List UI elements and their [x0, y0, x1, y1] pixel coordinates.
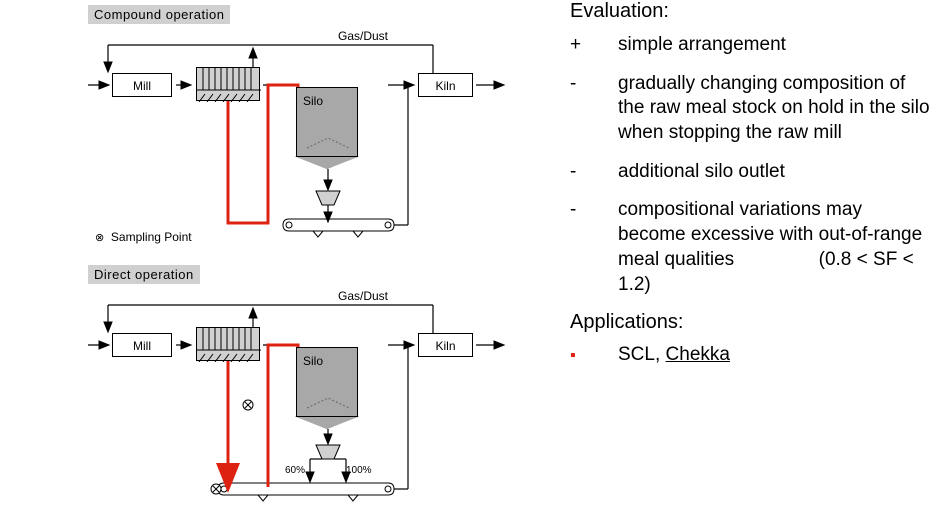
application-item: ▪ SCL, Chekka	[570, 344, 930, 366]
applications-heading: Applications:	[570, 311, 930, 334]
mill-box-2: Mill	[112, 333, 172, 357]
mill-label-1: Mill	[133, 79, 151, 93]
diagrams-panel: Compound operation	[0, 0, 540, 509]
mill-label-2: Mill	[133, 339, 151, 353]
diagram-direct: Direct operation	[88, 265, 518, 510]
kiln-label-2: Kiln	[435, 339, 455, 353]
sample-icon: ⊗	[95, 232, 104, 244]
eval-sign-0: +	[570, 33, 600, 58]
sampling-legend: ⊗ Sampling Point	[95, 230, 192, 244]
application-text: SCL, Chekka	[618, 344, 730, 366]
evaluation-heading: Evaluation:	[570, 0, 930, 23]
eval-sign-3: -	[570, 198, 600, 223]
eval-sign-2: -	[570, 160, 600, 185]
bullet-icon: ▪	[570, 347, 618, 365]
silo-2: Silo	[296, 347, 358, 429]
heat-exchanger-2	[196, 327, 260, 361]
pct-100: 100%	[346, 465, 372, 476]
eval-text-0: simple arrangement	[618, 33, 930, 58]
kiln-box-2: Kiln	[418, 333, 473, 357]
kiln-label-1: Kiln	[435, 79, 455, 93]
kiln-box-1: Kiln	[418, 73, 473, 97]
eval-text-2: additional silo outlet	[618, 160, 930, 185]
evaluation-panel: Evaluation: + simple arrangement - gradu…	[570, 0, 930, 509]
silo-1: Silo	[296, 87, 358, 169]
app-text-a: SCL,	[618, 344, 666, 365]
heat-exchanger-1	[196, 67, 260, 101]
diagram-compound: Compound operation	[88, 5, 518, 245]
gas-dust-label-2: Gas/Dust	[338, 289, 388, 303]
mill-box-1: Mill	[112, 73, 172, 97]
gas-dust-label-1: Gas/Dust	[338, 29, 388, 43]
eval-sign-1: -	[570, 72, 600, 97]
evaluation-list: + simple arrangement - gradually changin…	[570, 33, 930, 297]
eval-text-3: compositional variations may become exce…	[618, 198, 930, 297]
eval-text-1: gradually changing composition of the ra…	[618, 72, 930, 146]
sampling-label: Sampling Point	[111, 230, 192, 244]
pct-60: 60%	[285, 465, 305, 476]
app-text-b: Chekka	[666, 344, 730, 365]
